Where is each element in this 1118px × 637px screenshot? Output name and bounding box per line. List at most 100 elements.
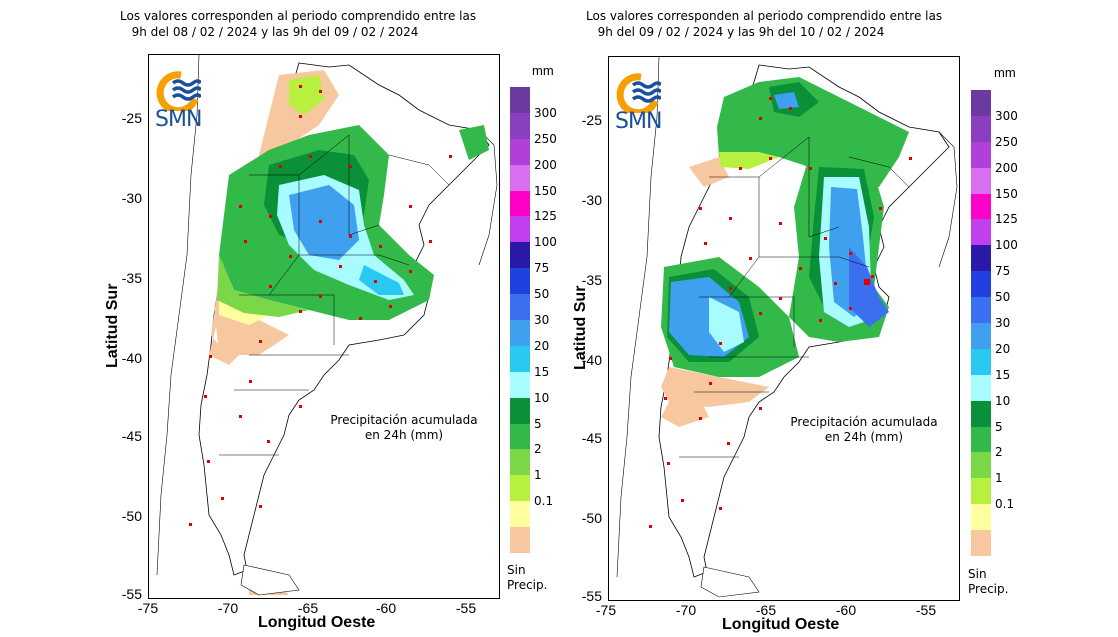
legend-label: 250 xyxy=(534,131,557,146)
legend-label: 20 xyxy=(995,341,1011,356)
legend-swatch xyxy=(971,193,991,220)
legend-swatch xyxy=(971,478,991,505)
legend-label: 75 xyxy=(995,264,1011,279)
lat-tick: -50 xyxy=(581,510,602,526)
legend-swatch xyxy=(510,190,530,217)
lat-tick: -50 xyxy=(121,508,142,524)
lon-tick: -75 xyxy=(137,600,159,616)
neighbor-border xyxy=(156,55,200,576)
smn-logo-text: SMN xyxy=(615,109,662,134)
rain-zone-heavy xyxy=(849,247,889,327)
legend-swatch xyxy=(971,271,991,298)
no-precip-line-1: Sin xyxy=(507,563,526,577)
lat-tick: -55 xyxy=(121,586,142,602)
lat-tick: -45 xyxy=(581,430,602,446)
legend-swatch xyxy=(510,87,530,114)
lon-tick: -65 xyxy=(297,600,319,616)
lon-tick: -70 xyxy=(675,602,697,618)
legend-label: 50 xyxy=(995,290,1011,305)
annotation-line-1: Precipitación acumulada xyxy=(330,413,478,427)
legend-unit: mm xyxy=(994,65,1016,80)
legend-label: 1 xyxy=(534,468,542,483)
legend-label: 200 xyxy=(995,160,1018,175)
rain-zone-heavy xyxy=(774,92,799,109)
period-caption: Los valores corresponden al periodo comp… xyxy=(586,8,943,40)
precipitation-map: SMN Precipitación acumulada en 24h (mm) xyxy=(608,56,960,601)
period-line-2: 9h del 09 / 02 / 2024 y las 9h del 10 / … xyxy=(597,25,885,39)
station-markers xyxy=(649,97,912,528)
legend-swatch xyxy=(510,475,530,502)
x-axis-label: Longitud Oeste xyxy=(258,614,376,631)
legend-swatch xyxy=(971,426,991,453)
legend-label: 0.1 xyxy=(534,494,554,509)
period-line-1: Los valores corresponden al periodo comp… xyxy=(586,9,943,23)
lon-tick: -60 xyxy=(375,600,397,616)
smn-logo-text: SMN xyxy=(155,107,202,132)
no-rain-zone xyxy=(661,397,709,427)
legend-swatch xyxy=(510,242,530,269)
period-caption: Los valores corresponden al periodo comp… xyxy=(120,8,476,40)
legend-swatch xyxy=(971,219,991,246)
legend-label: 50 xyxy=(534,287,550,302)
lat-tick: -35 xyxy=(121,270,142,286)
argentina-map-svg xyxy=(616,57,958,598)
lat-tick: -40 xyxy=(121,350,142,366)
map-annotation: Precipitación acumulada en 24h (mm) xyxy=(324,413,484,443)
neighbor-border xyxy=(938,131,958,268)
neighbor-border xyxy=(478,129,498,266)
legend-label: 100 xyxy=(534,235,557,250)
legend-label: 200 xyxy=(534,157,557,172)
legend-color-bar xyxy=(971,90,991,557)
annotation-line-2: en 24h (mm) xyxy=(824,430,904,444)
lon-tick: -70 xyxy=(217,600,239,616)
lat-tick: -40 xyxy=(581,352,602,368)
legend-label: 250 xyxy=(995,134,1018,149)
x-axis-label: Longitud Oeste xyxy=(722,616,840,633)
legend-swatch xyxy=(510,371,530,399)
legend-swatch xyxy=(510,423,530,450)
rain-zone-heavy xyxy=(359,265,404,295)
rain-zone-green xyxy=(217,255,309,317)
legend-swatch xyxy=(971,323,991,350)
no-precip-label: Sin Precip. xyxy=(507,563,547,593)
legend-label: 30 xyxy=(995,316,1011,330)
province-borders xyxy=(679,136,910,458)
map-annotation: Precipitación acumulada en 24h (mm) xyxy=(784,415,944,445)
period-line-2: 9h del 08 / 02 / 2024 y las 9h del 09 / … xyxy=(131,25,419,39)
legend-swatch xyxy=(971,167,991,195)
legend-label: 150 xyxy=(534,183,557,198)
rain-zone-light xyxy=(719,152,779,169)
legend-label: 150 xyxy=(995,186,1018,201)
legend-swatch xyxy=(510,294,530,321)
legend-label: 100 xyxy=(995,238,1018,253)
no-rain-zone xyxy=(689,157,729,187)
lat-tick: -30 xyxy=(121,190,142,206)
lat-tick: -45 xyxy=(121,428,142,444)
legend-swatch xyxy=(510,449,530,476)
smn-logo-icon xyxy=(156,71,203,115)
legend-label: 1 xyxy=(995,471,1003,486)
neighbor-border xyxy=(616,57,660,578)
annotation-line-1: Precipitación acumulada xyxy=(790,415,938,429)
lat-tick: -25 xyxy=(581,112,602,128)
rain-zone-light xyxy=(289,75,324,115)
legend-swatch xyxy=(510,527,530,554)
legend-swatch xyxy=(971,245,991,272)
legend-label: 300 xyxy=(995,108,1018,123)
legend-swatch xyxy=(510,112,530,140)
legend-swatch xyxy=(510,397,530,425)
no-precip-line-2: Precip. xyxy=(507,578,548,592)
precipitation-map: SMN Precipitación acumulada en 24h (mm) xyxy=(148,54,500,599)
tierra-del-fuego xyxy=(700,566,760,598)
lon-tick: -75 xyxy=(595,602,617,618)
no-precip-line-1: Sin xyxy=(968,567,987,581)
no-rain-zone xyxy=(209,70,339,365)
lat-tick: -25 xyxy=(121,110,142,126)
legend-label: 20 xyxy=(534,338,550,353)
legend-swatch xyxy=(510,138,530,166)
no-precip-line-2: Precip. xyxy=(968,582,1009,596)
lon-tick: -55 xyxy=(455,600,477,616)
lat-tick: -30 xyxy=(581,192,602,208)
annotation-line-2: en 24h (mm) xyxy=(364,428,444,442)
legend-label: 2 xyxy=(995,445,1003,460)
